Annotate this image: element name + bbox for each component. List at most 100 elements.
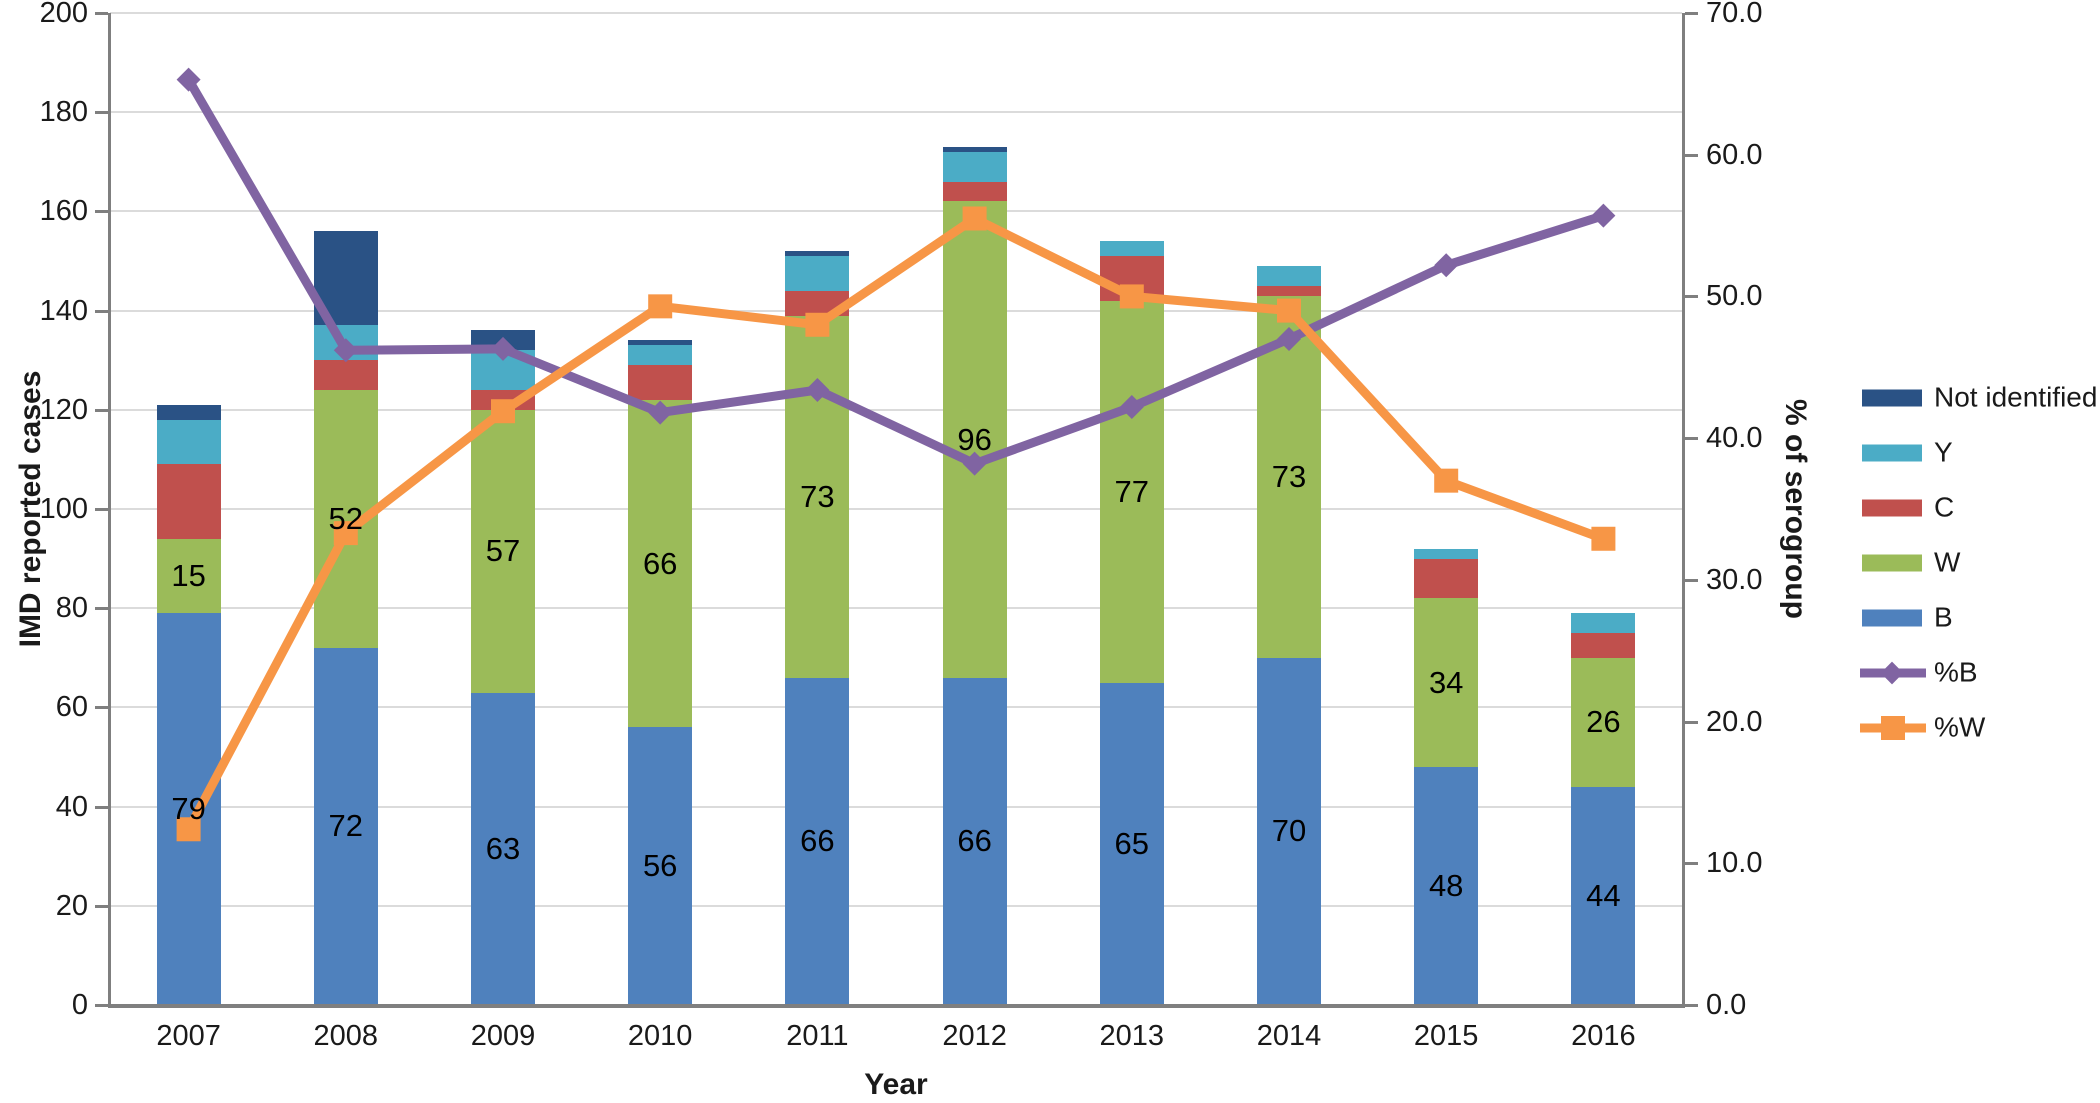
bar-segment-B-2011	[785, 677, 850, 1005]
marker-%W-2008	[333, 521, 358, 546]
bar-segment-C-2015	[1414, 558, 1479, 599]
marker-%W-2014	[1277, 298, 1301, 323]
left-axis-tick-label: 40	[55, 790, 88, 823]
gridline-40	[110, 805, 1682, 808]
right-tick	[1685, 862, 1698, 866]
right-tick	[1685, 720, 1698, 724]
left-tick	[95, 508, 108, 511]
bar-segment-W-2011	[785, 315, 850, 678]
marker-%B-2008	[333, 338, 358, 363]
bar-value-label-W-2010: 66	[642, 545, 678, 581]
legend-item-y: Y	[1860, 436, 2100, 470]
bar-segment-Y-2007	[156, 419, 221, 465]
bar-segment-Not identified-2010	[628, 340, 693, 346]
left-axis-tick-label: 200	[39, 0, 88, 29]
left-axis-tick-label: 140	[39, 294, 88, 327]
right-tick	[1685, 1004, 1698, 1007]
x-axis-tick-label: 2009	[470, 1020, 536, 1052]
gridline-180	[110, 111, 1682, 114]
legend-item-%b: %B	[1860, 656, 2100, 690]
marker-%W-2007	[176, 817, 201, 842]
marker-%W-2009	[491, 399, 515, 424]
bar-segment-C-2014	[1257, 285, 1321, 296]
x-axis-tick-label: 2013	[1099, 1020, 1165, 1052]
marker-%B-2009	[491, 336, 515, 361]
bar-value-label-B-2016: 44	[1586, 877, 1621, 913]
bar-segment-B-2009	[471, 692, 535, 1005]
right-tick	[1685, 437, 1698, 441]
marker-%B-2012	[962, 451, 987, 476]
marker-%B-2014	[1277, 326, 1301, 351]
marker-%W-2016	[1591, 526, 1616, 551]
gridline-100	[110, 508, 1682, 510]
marker-%W-2011	[805, 312, 830, 337]
bar-segment-W-2014	[1257, 295, 1321, 658]
bar-segment-W-2012	[942, 201, 1007, 678]
legend-label-%b: %B	[1934, 656, 1978, 688]
bar-value-label-B-2015: 48	[1428, 867, 1464, 903]
bar-value-label-B-2012: 66	[957, 823, 992, 859]
bar-value-label-B-2014: 70	[1271, 813, 1307, 849]
left-axis-tick-label: 60	[55, 691, 88, 724]
x-axis-tick-label: 2011	[786, 1020, 849, 1052]
right-axis-tick-label: 10.0	[1706, 847, 1763, 880]
bar-segment-Not identified-2011	[785, 251, 850, 257]
legend-label-y: Y	[1934, 436, 1953, 468]
left-tick	[95, 904, 108, 908]
legend-swatch-w	[1862, 554, 1922, 572]
marker-%W-2012	[962, 206, 987, 231]
right-axis-tick-label: 20.0	[1706, 705, 1763, 738]
bar-segment-Not identified-2007	[156, 404, 221, 420]
gridline-140	[110, 309, 1682, 312]
bar-value-label-W-2012: 96	[957, 421, 992, 457]
legend-label-w: W	[1934, 546, 1961, 578]
left-tick	[95, 408, 108, 412]
right-axis-tick-label: 70.0	[1706, 0, 1763, 29]
marker-%B-2007	[176, 67, 201, 92]
marker-%W-2010	[648, 294, 673, 319]
legend-swatch-c	[1862, 499, 1922, 517]
bar-value-label-B-2008: 72	[328, 808, 364, 844]
bar-value-label-B-2011: 66	[800, 823, 835, 859]
bar-value-label-W-2008: 52	[328, 500, 364, 536]
line-%B	[184, 75, 1608, 469]
bar-segment-W-2007	[156, 538, 221, 614]
bar-segment-W-2010	[628, 399, 693, 728]
bar-segment-B-2013	[1099, 682, 1164, 1005]
left-axis-tick-label: 160	[39, 195, 88, 228]
marker-%B-2016	[1591, 203, 1616, 228]
right-axis-tick-label: 0.0	[1706, 989, 1747, 1021]
left-axis-tick-label: 180	[39, 96, 88, 129]
bar-segment-Y-2010	[628, 345, 693, 366]
right-tick	[1685, 153, 1698, 157]
bar-segment-C-2012	[942, 181, 1007, 202]
bar-segment-B-2016	[1571, 786, 1636, 1005]
left-tick	[95, 1004, 108, 1007]
bar-segment-Y-2016	[1571, 613, 1636, 633]
bar-segment-Y-2015	[1414, 548, 1479, 559]
gridline-200	[110, 12, 1682, 14]
left-axis-tick-label: 100	[39, 493, 88, 525]
right-axis-title: % of serogroup	[1779, 398, 1812, 619]
right-axis-line	[1682, 13, 1685, 1007]
bar-segment-W-2009	[471, 409, 535, 693]
bar-segment-C-2008	[313, 360, 378, 390]
left-tick	[95, 12, 108, 15]
left-axis-tick-label: 80	[55, 592, 88, 625]
gridline-80	[110, 607, 1682, 610]
bar-segment-B-2012	[942, 677, 1007, 1005]
bar-segment-W-2015	[1414, 598, 1479, 767]
x-axis-tick-label: 2010	[627, 1020, 693, 1052]
marker-%B-2011	[805, 377, 830, 402]
right-axis-tick-label: 60.0	[1706, 138, 1763, 171]
legend-item-w: W	[1860, 546, 2100, 580]
gridline-160	[110, 210, 1682, 213]
bar-value-label-B-2013: 65	[1114, 825, 1150, 861]
marker-%B-2010	[648, 400, 673, 425]
bar-value-label-W-2015: 34	[1428, 664, 1464, 700]
left-tick	[95, 607, 108, 611]
bar-segment-Not identified-2012	[942, 146, 1007, 152]
left-tick	[95, 309, 108, 313]
right-axis-tick-label: 40.0	[1706, 422, 1763, 455]
